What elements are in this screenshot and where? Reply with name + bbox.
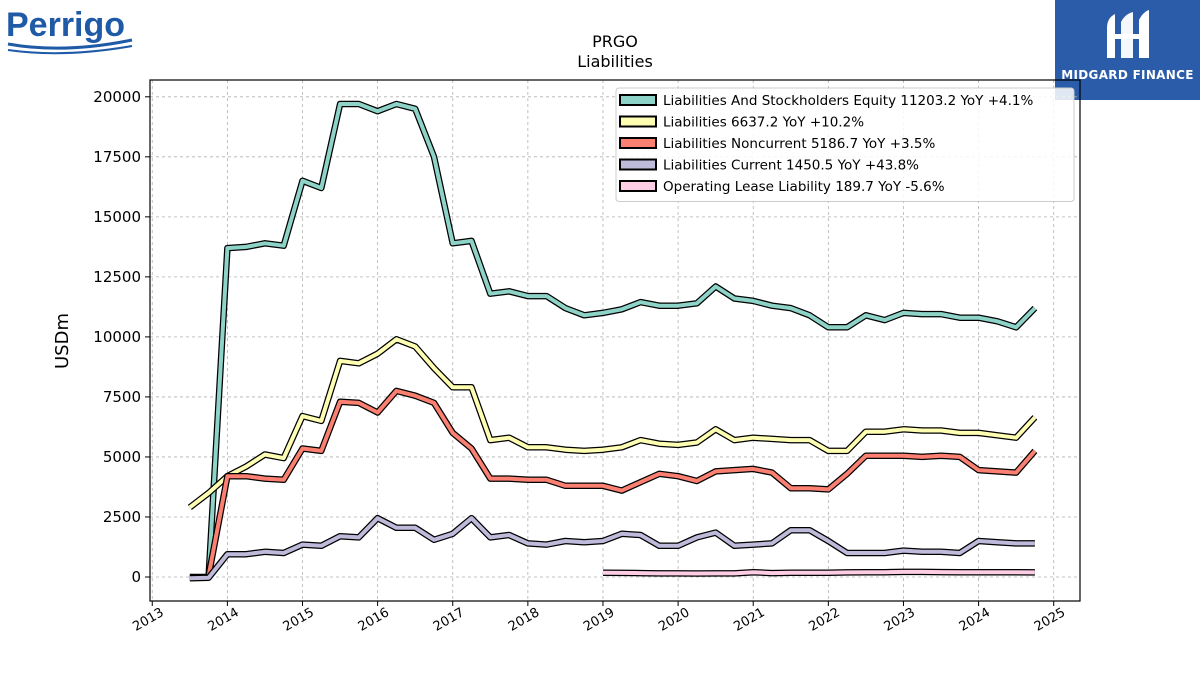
x-tick-label: 2015 xyxy=(281,605,317,635)
x-tick-label: 2019 xyxy=(581,605,617,635)
y-tick-label: 2500 xyxy=(103,508,141,526)
series-lines xyxy=(187,100,1038,582)
legend-swatch xyxy=(619,158,657,171)
legend-swatch xyxy=(619,180,657,192)
legend-entry: Liabilities 6637.2 YoY +10.2% xyxy=(663,115,864,131)
legend-swatch xyxy=(619,137,657,149)
chart-title-block: PRGO Liabilities xyxy=(450,32,780,72)
legend-entry: Operating Lease Liability 189.7 YoY -5.6… xyxy=(663,179,945,195)
x-tick-label: 2025 xyxy=(1032,605,1068,635)
x-tick-label: 2024 xyxy=(957,605,993,635)
legend-entry: Liabilities Noncurrent 5186.7 YoY +3.5% xyxy=(663,136,936,152)
x-tick-label: 2022 xyxy=(807,605,843,635)
x-tick-label: 2023 xyxy=(882,605,918,635)
x-tick-label: 2021 xyxy=(731,605,767,635)
y-axis-ticks: 0 2500 5000 7500 10000 12500 15000 17500 20000 xyxy=(93,88,150,586)
legend-entry: Liabilities Current 1450.5 YoY +43.8% xyxy=(663,158,919,174)
midgard-finance-logo: MIDGARD FINANCE xyxy=(1055,0,1200,100)
y-axis-label: USDm xyxy=(52,313,73,369)
x-tick-label: 2017 xyxy=(431,605,467,635)
y-tick-label: 17500 xyxy=(93,148,141,166)
chart-title: PRGO xyxy=(592,32,638,51)
x-tick-label: 2013 xyxy=(130,605,166,635)
y-tick-label: 20000 xyxy=(93,88,141,106)
midgard-emblem-icon xyxy=(1107,10,1149,58)
series-line xyxy=(602,569,1035,576)
legend-swatch xyxy=(619,115,657,128)
chart-subtitle: Liabilities xyxy=(577,52,653,71)
midgard-finance-text: MIDGARD FINANCE xyxy=(1061,68,1194,82)
series-operating-lease-liability xyxy=(602,568,1035,577)
legend-box xyxy=(615,87,1075,202)
x-tick-label: 2014 xyxy=(206,605,242,635)
series-line xyxy=(188,337,1037,509)
series-line xyxy=(189,516,1035,581)
y-tick-label: 15000 xyxy=(93,208,141,226)
y-tick-label: 5000 xyxy=(103,448,141,466)
y-tick-label: 0 xyxy=(131,568,141,586)
perrigo-logo: Perrigo xyxy=(4,4,144,56)
series-line-outline xyxy=(187,336,1038,510)
y-tick-label: 7500 xyxy=(103,388,141,406)
plot-frame xyxy=(149,79,1081,602)
legend-swatch xyxy=(619,94,657,106)
series-line xyxy=(189,102,1037,579)
x-tick-label: 2020 xyxy=(656,605,692,635)
series-liabilities-and-stockholders-equity xyxy=(189,100,1038,581)
x-tick-label: 2016 xyxy=(356,605,392,635)
x-axis-ticks: 2013 2014 2015 2016 2017 2018 2019 2020 2021 2022… xyxy=(130,601,1068,635)
y-tick-label: 12500 xyxy=(93,268,141,286)
series-liabilities-current xyxy=(189,514,1035,582)
y-tick-label: 10000 xyxy=(93,328,141,346)
perrigo-logo-text: Perrigo xyxy=(6,6,125,44)
series-liabilities-noncurrent xyxy=(205,387,1038,577)
series-liabilities xyxy=(187,336,1038,510)
legend: Liabilities And Stockholders Equity 1120… xyxy=(615,87,1075,202)
legend-entry: Liabilities And Stockholders Equity 1120… xyxy=(663,93,1033,109)
x-tick-label: 2018 xyxy=(506,605,542,635)
series-line xyxy=(206,388,1037,577)
